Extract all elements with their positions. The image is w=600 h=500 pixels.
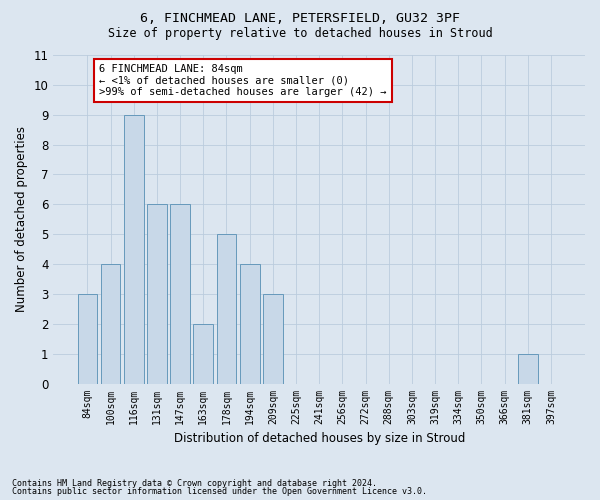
X-axis label: Distribution of detached houses by size in Stroud: Distribution of detached houses by size … <box>173 432 465 445</box>
Bar <box>263 294 283 384</box>
Text: 6 FINCHMEAD LANE: 84sqm
← <1% of detached houses are smaller (0)
>99% of semi-de: 6 FINCHMEAD LANE: 84sqm ← <1% of detache… <box>99 64 386 97</box>
Text: Contains HM Land Registry data © Crown copyright and database right 2024.: Contains HM Land Registry data © Crown c… <box>12 478 377 488</box>
Bar <box>147 204 167 384</box>
Bar <box>193 324 213 384</box>
Bar <box>518 354 538 384</box>
Bar <box>240 264 260 384</box>
Bar <box>217 234 236 384</box>
Text: 6, FINCHMEAD LANE, PETERSFIELD, GU32 3PF: 6, FINCHMEAD LANE, PETERSFIELD, GU32 3PF <box>140 12 460 26</box>
Text: Size of property relative to detached houses in Stroud: Size of property relative to detached ho… <box>107 28 493 40</box>
Bar <box>101 264 121 384</box>
Bar <box>77 294 97 384</box>
Bar <box>124 114 143 384</box>
Text: Contains public sector information licensed under the Open Government Licence v3: Contains public sector information licen… <box>12 487 427 496</box>
Bar <box>170 204 190 384</box>
Y-axis label: Number of detached properties: Number of detached properties <box>15 126 28 312</box>
